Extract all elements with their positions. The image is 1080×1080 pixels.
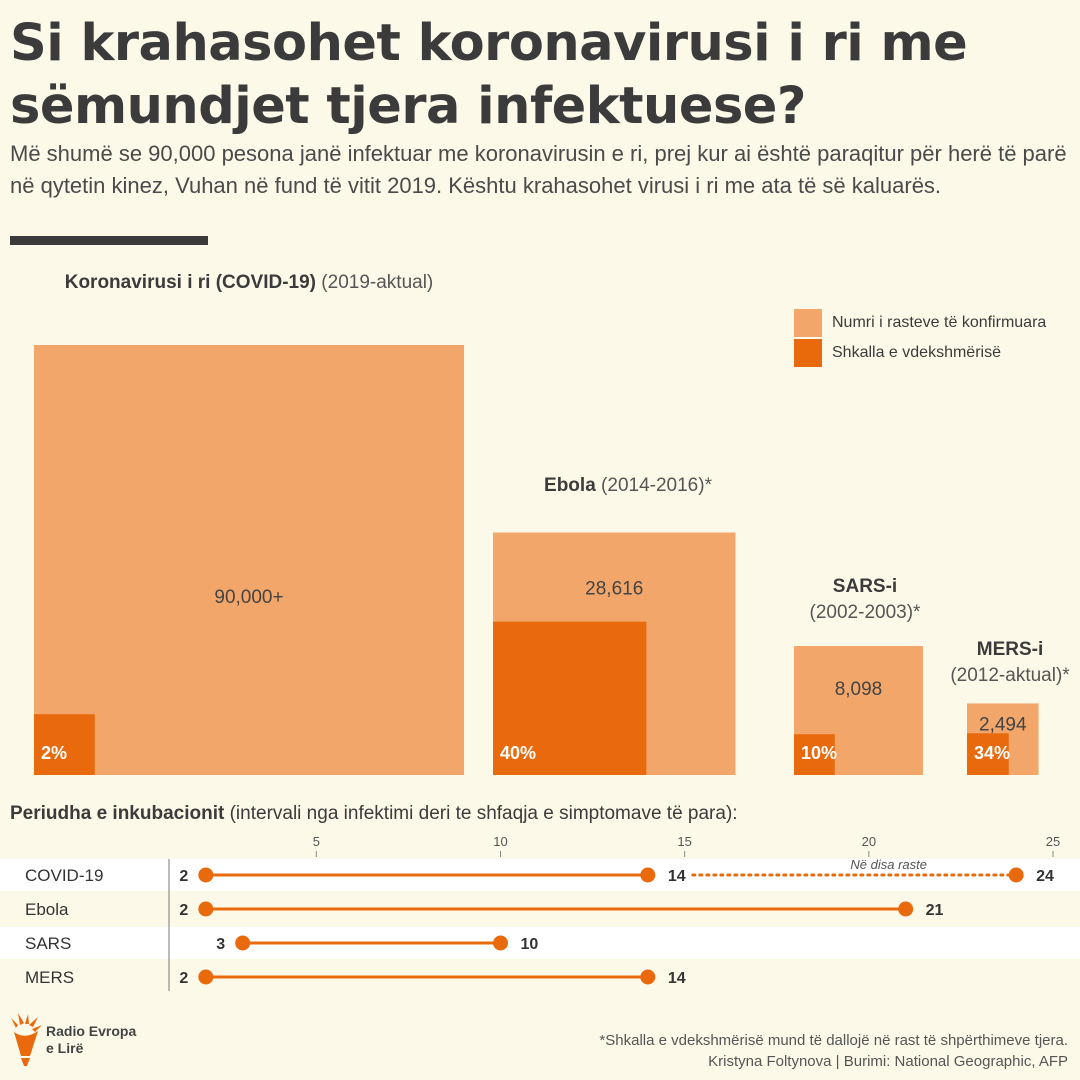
label-ebola: Ebola (2014-2016)* — [493, 473, 763, 499]
torch-icon — [11, 1013, 42, 1066]
max-label-3: 14 — [668, 970, 686, 987]
extended-max-label-0: 24 — [1036, 868, 1054, 885]
extended-note: Në disa raste — [850, 857, 927, 872]
x-tick-label-3: 20 — [862, 834, 876, 849]
x-tick-label-0: 5 — [313, 834, 320, 849]
legend-fatality: Shkalla e vdekshmërisë — [794, 339, 1001, 367]
legend-cases-label: Numri i rasteve të konfirmuara — [832, 314, 1047, 331]
fatality-value-label-0: 2% — [41, 743, 67, 763]
credit-text: Kristyna Foltynova | Burimi: National Ge… — [708, 1053, 1068, 1070]
fatality-square-0 — [34, 714, 95, 775]
row-label-2: SARS — [25, 934, 71, 953]
max-dot-0 — [640, 867, 656, 883]
label-mers-name: MERS-i — [976, 639, 1044, 660]
incubation-chart: 5 10 15 20 25 COVID-19 24 Në disa raste 2 14 Ebola… — [0, 834, 1080, 991]
incubation-title-rest: (intervali nga infektimi deri te shfaqja… — [224, 803, 738, 824]
cases-value-label-1: 28,616 — [585, 579, 643, 600]
min-label-1: 2 — [179, 902, 188, 919]
legend-cases-swatch — [794, 309, 822, 337]
max-label-2: 10 — [521, 936, 539, 953]
title-rule — [10, 236, 208, 245]
x-tick-label-4: 25 — [1046, 834, 1060, 849]
fatality-value-label-3: 34% — [974, 743, 1010, 763]
legend-cases: Numri i rasteve të konfirmuara — [794, 309, 1046, 337]
fatality-value-label-2: 10% — [801, 743, 837, 763]
extended-max-dot-0 — [1008, 867, 1024, 883]
label-mers-period: (2012-aktual)* — [950, 665, 1070, 686]
cases-value-label-3: 2,494 — [979, 715, 1027, 736]
max-dot-1 — [898, 901, 914, 917]
label-covid-period: (2019-aktual) — [321, 272, 434, 293]
label-ebola-name: Ebola — [544, 475, 596, 496]
label-covid-name: Koronavirusi i ri (COVID-19) — [64, 272, 317, 293]
max-label-0: 14 — [668, 868, 686, 885]
logo-line2: e Lirë — [46, 1040, 84, 1056]
cases-value-label-2: 8,098 — [835, 679, 883, 700]
fatality-square-3 — [967, 733, 1009, 775]
max-label-1: 21 — [926, 902, 944, 919]
label-sars-name: SARS-i — [832, 576, 898, 597]
max-dot-3 — [640, 969, 656, 985]
row-band-2 — [0, 927, 1080, 959]
label-covid: Koronavirusi i ri (COVID-19) (2019-aktua… — [34, 270, 464, 296]
footnote-text: *Shkalla e vdekshmërisë mund të dallojë … — [599, 1032, 1068, 1049]
cases-square-0 — [34, 345, 464, 775]
max-dot-2 — [493, 935, 508, 951]
x-tick-label-1: 10 — [493, 834, 507, 849]
label-sars: SARS-i (2002-2003)* — [780, 574, 950, 626]
fatality-square-2 — [794, 734, 835, 775]
page-subtitle: Më shumë se 90,000 pesona janë infektuar… — [10, 141, 1067, 198]
row-label-1: Ebola — [25, 900, 69, 919]
min-label-2: 3 — [216, 936, 225, 953]
min-dot-0 — [198, 867, 214, 883]
incubation-title-bold: Periudha e inkubacionit — [10, 803, 225, 824]
row-label-0: COVID-19 — [25, 866, 103, 885]
label-ebola-period: (2014-2016)* — [601, 475, 712, 496]
x-tick-label-2: 15 — [677, 834, 691, 849]
min-dot-2 — [235, 935, 251, 951]
rfe-logo: Radio Evropa e Lirë — [8, 1012, 136, 1068]
fatality-square-1 — [493, 621, 647, 775]
legend-fatality-swatch — [794, 339, 822, 367]
page-title: Si krahasohet koronavirusi i ri me sëmun… — [10, 14, 968, 136]
row-label-3: MERS — [25, 968, 74, 987]
logo-line1: Radio Evropa — [46, 1023, 137, 1039]
cases-value-label-0: 90,000+ — [214, 587, 283, 608]
incubation-title: Periudha e inkubacionit (intervali nga i… — [10, 803, 738, 825]
min-dot-1 — [198, 901, 214, 917]
legend-fatality-label: Shkalla e vdekshmërisë — [832, 344, 1001, 361]
min-label-0: 2 — [179, 868, 188, 885]
label-sars-period: (2002-2003)* — [809, 602, 921, 623]
min-label-3: 2 — [179, 970, 188, 987]
footnote: *Shkalla e vdekshmërisë mund të dallojë … — [599, 1030, 1068, 1072]
min-dot-3 — [198, 969, 214, 985]
fatality-value-label-1: 40% — [500, 743, 536, 763]
label-mers: MERS-i (2012-aktual)* — [940, 637, 1080, 689]
